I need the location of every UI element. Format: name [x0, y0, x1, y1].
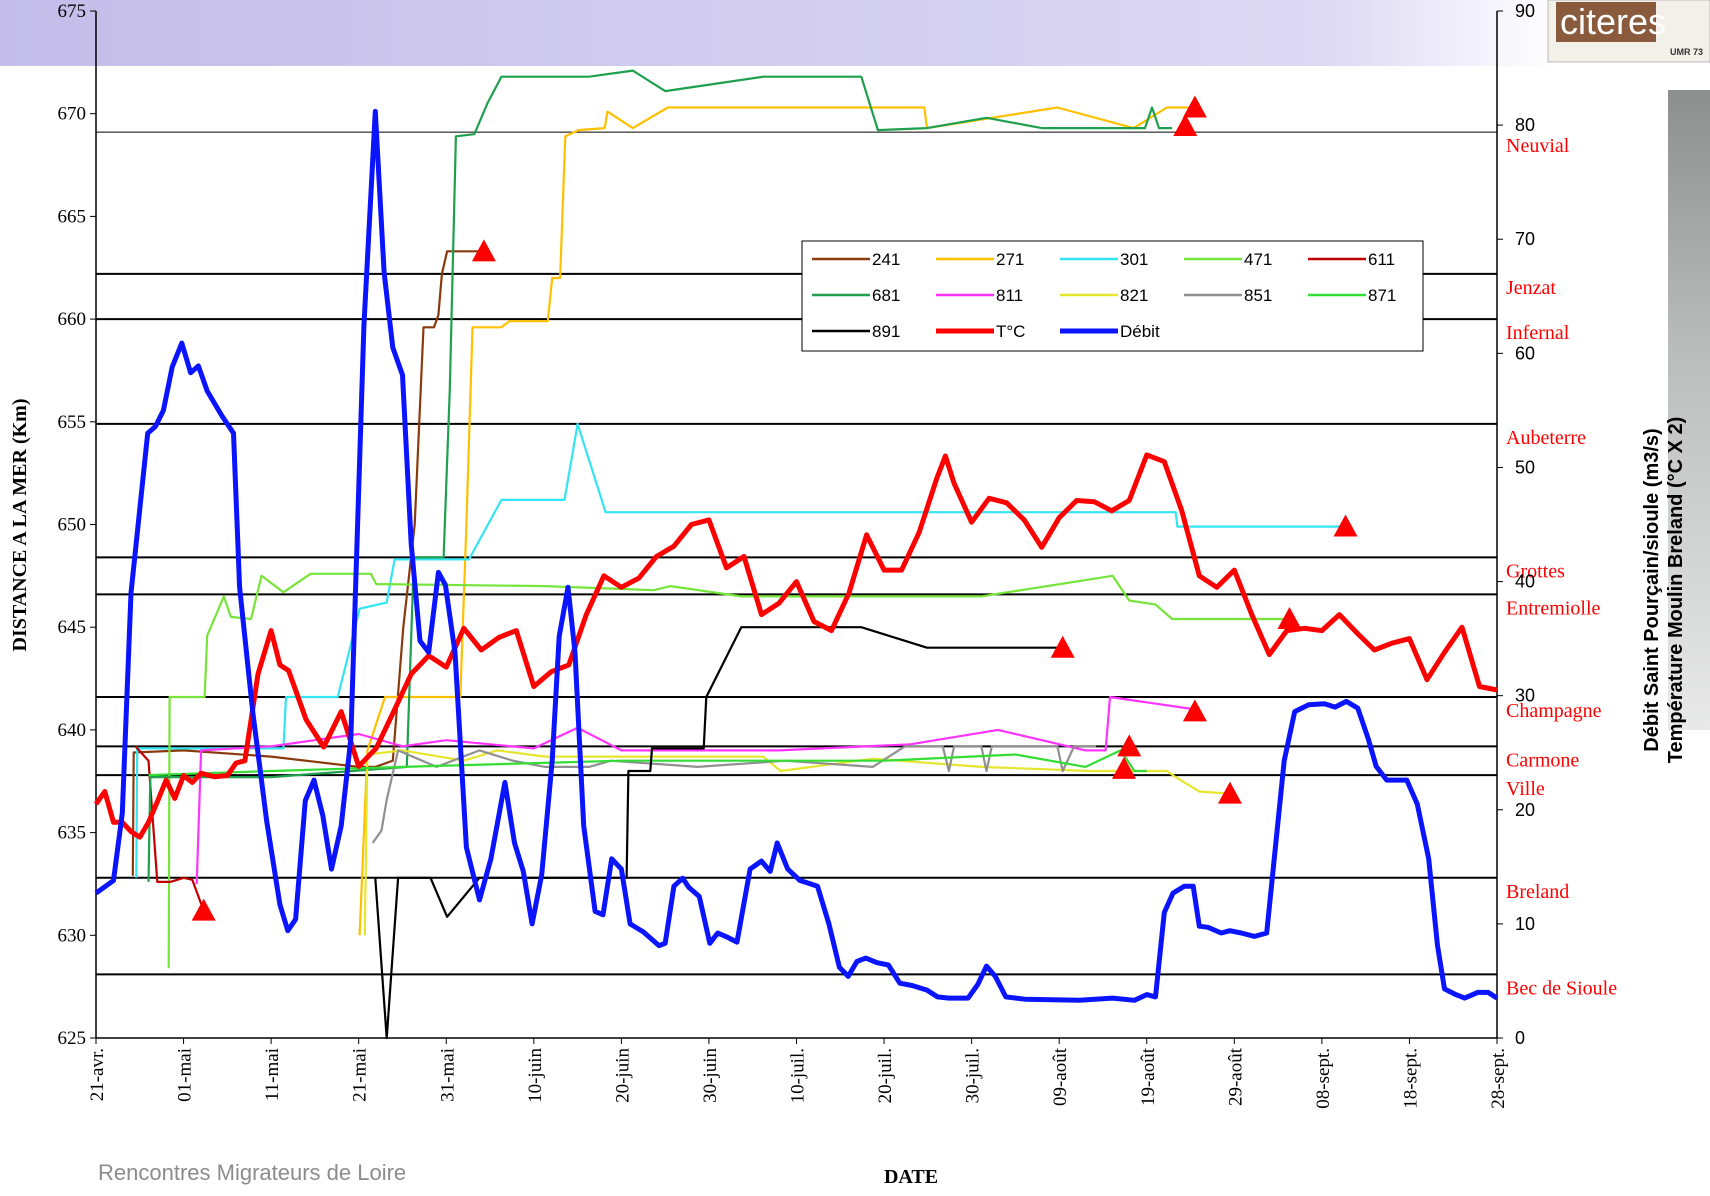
- triangle-marker: [1173, 114, 1198, 137]
- logo-sub: UMR 73: [1670, 47, 1703, 57]
- x-tick-label: 31-mai: [437, 1048, 458, 1102]
- x-tick-label: 19-août: [1138, 1047, 1159, 1106]
- footer: Rencontres Migrateurs de Loire: [98, 1160, 406, 1185]
- triangle-marker: [1050, 635, 1075, 658]
- triangle-marker: [1182, 95, 1207, 118]
- reference-label: Ville: [1506, 778, 1545, 800]
- reference-label: Breland: [1506, 881, 1569, 903]
- header-band: [0, 0, 1560, 66]
- series-line: [358, 106, 1189, 936]
- series-line: [93, 452, 1498, 840]
- series-line: [148, 749, 1147, 777]
- triangle-marker: [1217, 781, 1242, 804]
- reference-label: Infernal: [1506, 322, 1570, 344]
- legend-label: 891: [872, 322, 900, 341]
- y2-tick-label: 0: [1515, 1028, 1525, 1048]
- triangle-marker: [191, 898, 216, 921]
- y2-tick-label: 50: [1515, 457, 1535, 477]
- y-tick-label: 660: [58, 309, 87, 330]
- y2-tick-label: 80: [1515, 115, 1535, 135]
- legend-label: 611: [1368, 250, 1395, 269]
- x-tick-label: 30-juil.: [963, 1048, 984, 1103]
- triangle-marker: [1333, 514, 1358, 537]
- triangle-marker: [1182, 699, 1207, 722]
- y-axis-title: DISTANCE A LA MER (Km): [9, 399, 31, 652]
- x-tick-label: 20-juil.: [875, 1048, 896, 1103]
- reference-label: Jenzat: [1506, 277, 1556, 299]
- y-tick-label: 665: [58, 206, 87, 227]
- y-tick-label: 640: [58, 720, 87, 741]
- legend-label: 471: [1244, 250, 1272, 269]
- series-line: [363, 749, 1230, 936]
- y-tick-label: 675: [58, 1, 87, 22]
- x-tick-label: 18-sept.: [1400, 1048, 1421, 1109]
- triangle-marker: [1111, 756, 1136, 779]
- x-tick-label: 29-août: [1225, 1047, 1246, 1106]
- x-tick-label: 30-juin: [700, 1048, 721, 1103]
- reference-label: Aubeterre: [1506, 427, 1586, 449]
- reference-label: Carmone: [1506, 749, 1579, 771]
- photo-strip: [1668, 90, 1710, 730]
- x-tick-label: 01-mai: [175, 1048, 196, 1102]
- y2-tick-label: 60: [1515, 343, 1535, 363]
- reference-label: Grottes: [1506, 560, 1565, 582]
- y2-tick-label: 20: [1515, 800, 1535, 820]
- y-tick-label: 655: [58, 412, 87, 433]
- reference-label: Neuvial: [1506, 135, 1570, 157]
- series-line: [371, 745, 1096, 844]
- x-tick-label: 21-avr.: [87, 1048, 108, 1101]
- triangle-marker: [1277, 606, 1302, 629]
- series-line: [94, 108, 1499, 1003]
- logo-bg: [1556, 2, 1656, 42]
- y2-tick-label: 40: [1515, 572, 1535, 592]
- series-line: [147, 69, 1173, 882]
- triangle-marker: [1117, 734, 1142, 757]
- reference-label: Champagne: [1506, 700, 1602, 722]
- x-axis-title: DATE: [884, 1166, 938, 1188]
- x-tick-label: 10-juil.: [788, 1048, 809, 1103]
- y2-tick-label: 10: [1515, 914, 1535, 934]
- y-tick-label: 635: [58, 823, 87, 844]
- reference-label: Entremiolle: [1506, 597, 1601, 619]
- x-tick-label: 20-juin: [612, 1048, 633, 1103]
- series-line: [195, 695, 1196, 885]
- y2-tick-label: 70: [1515, 229, 1535, 249]
- triangle-marker: [471, 239, 496, 262]
- legend-label: 271: [996, 250, 1024, 269]
- series-line: [374, 626, 1058, 1040]
- series-line: [135, 422, 1346, 878]
- legend-label: 301: [1120, 250, 1148, 269]
- legend-label: 871: [1368, 286, 1396, 305]
- x-tick-label: 28-sept.: [1488, 1048, 1509, 1109]
- x-tick-label: 09-août: [1050, 1047, 1071, 1106]
- x-tick-label: 08-sept.: [1313, 1048, 1334, 1109]
- x-tick-label: 11-mai: [262, 1048, 283, 1101]
- x-tick-label: 10-juin: [525, 1048, 546, 1103]
- series-line: [167, 572, 1290, 969]
- legend-label: 811: [996, 286, 1023, 305]
- series-line: [131, 250, 484, 876]
- y-tick-label: 645: [58, 617, 87, 638]
- logo: citeres: [1560, 1, 1666, 42]
- y-tick-label: 630: [58, 925, 87, 946]
- x-tick-label: 21-mai: [350, 1048, 371, 1102]
- y-tick-label: 625: [58, 1028, 87, 1049]
- legend-label: T°C: [996, 322, 1025, 341]
- y2-tick-label: 90: [1515, 1, 1535, 21]
- reference-label: Bec de Sioule: [1506, 977, 1617, 999]
- legend-label: 821: [1120, 286, 1148, 305]
- legend-label: 241: [872, 250, 900, 269]
- legend: 241 271 301 471 611 681 811 821 851 871 891 T°C Débi…: [801, 240, 1424, 352]
- y2-axis-title: Débit Saint Pourçain/sioule (m3/s): [1641, 428, 1663, 751]
- y2-axis-title: Température Moulin Breland (°C X 2): [1665, 417, 1687, 764]
- series-line: [134, 745, 205, 912]
- y-tick-label: 670: [58, 104, 87, 125]
- legend-label: 851: [1244, 286, 1272, 305]
- legend-label: 681: [872, 286, 900, 305]
- legend-label: Débit: [1120, 322, 1160, 341]
- y2-tick-label: 30: [1515, 686, 1535, 706]
- y-tick-label: 650: [58, 515, 87, 536]
